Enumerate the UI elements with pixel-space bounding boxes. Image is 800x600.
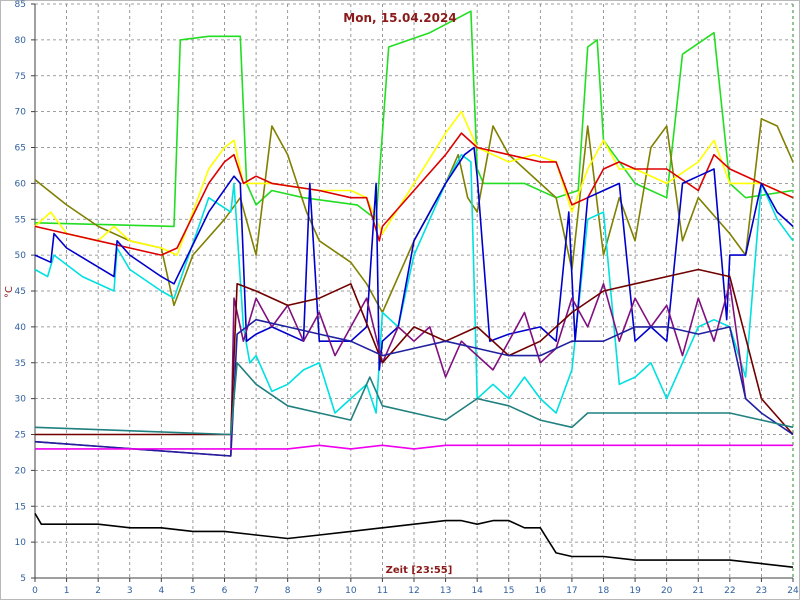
y-tick-label: 50 — [15, 251, 27, 261]
axes — [31, 3, 794, 582]
y-tick-label: 20 — [15, 466, 27, 476]
y-tick-label: 30 — [15, 395, 27, 405]
series-line-10 — [34, 362, 794, 436]
y-axis-label: °C — [4, 286, 15, 298]
y-tick-label: 70 — [15, 108, 27, 118]
series-line-2 — [34, 118, 794, 314]
x-tick-label: 5 — [190, 586, 196, 596]
series-line-9 — [34, 318, 794, 457]
x-tick-label: 6 — [222, 586, 228, 596]
y-tick-label: 55 — [15, 215, 26, 225]
y-tick-label: 80 — [15, 36, 27, 46]
x-tick-label: 15 — [503, 586, 514, 596]
x-tick-label: 24 — [787, 586, 799, 596]
x-tick-label: 20 — [661, 586, 673, 596]
x-tick-label: 10 — [345, 586, 357, 596]
y-tick-label: 85 — [15, 0, 26, 10]
x-tick-label: 23 — [756, 586, 767, 596]
x-tick-label: 17 — [566, 586, 577, 596]
x-tick-label: 9 — [316, 586, 322, 596]
y-tick-label: 65 — [15, 144, 26, 154]
x-tick-label: 7 — [253, 586, 259, 596]
x-axis-label: Zeit [23:55] — [386, 565, 453, 576]
x-tick-label: 19 — [629, 586, 641, 596]
x-tick-label: 4 — [158, 586, 164, 596]
series-group — [34, 10, 794, 568]
chart-title: Mon, 15.04.2024 — [343, 11, 456, 25]
y-tick-label: 5 — [20, 574, 26, 584]
x-tick-label: 14 — [471, 586, 483, 596]
x-tick-label: 16 — [535, 586, 547, 596]
x-tick-label: 21 — [693, 586, 704, 596]
x-tick-label: 18 — [598, 586, 610, 596]
series-line-7 — [34, 283, 747, 457]
x-tick-label: 0 — [32, 586, 38, 596]
series-line-6 — [34, 146, 794, 371]
y-tick-labels: 5 10 15 20 25 30 35 40 45 50 55 60 65 70 75 80 85 — [15, 0, 27, 584]
x-tick-label: 2 — [95, 586, 101, 596]
series-line-5 — [34, 153, 794, 414]
y-tick-label: 60 — [15, 179, 27, 189]
x-tick-label: 13 — [440, 586, 451, 596]
y-tick-label: 10 — [15, 538, 27, 548]
x-tick-label: 22 — [724, 586, 735, 596]
series-line-11 — [35, 444, 793, 450]
x-tick-label: 1 — [64, 586, 70, 596]
y-tick-label: 35 — [15, 359, 26, 369]
series-line-8 — [35, 268, 794, 436]
x-tick-labels: 0 1 2 3 4 5 6 7 8 9 10 11 12 13 14 15 16 17 18 19 20 21 22 23 24 — [32, 586, 799, 596]
series-line-4 — [34, 132, 794, 256]
y-tick-label: 75 — [15, 72, 26, 82]
x-tick-label: 8 — [285, 586, 291, 596]
x-tick-label: 12 — [408, 586, 419, 596]
x-tick-label: 3 — [127, 586, 133, 596]
y-tick-label: 15 — [15, 502, 26, 512]
x-tick-label: 11 — [377, 586, 388, 596]
series-line-12 — [34, 512, 794, 568]
y-tick-label: 45 — [15, 287, 26, 297]
y-tick-label: 25 — [15, 431, 26, 441]
y-tick-label: 40 — [15, 323, 27, 333]
